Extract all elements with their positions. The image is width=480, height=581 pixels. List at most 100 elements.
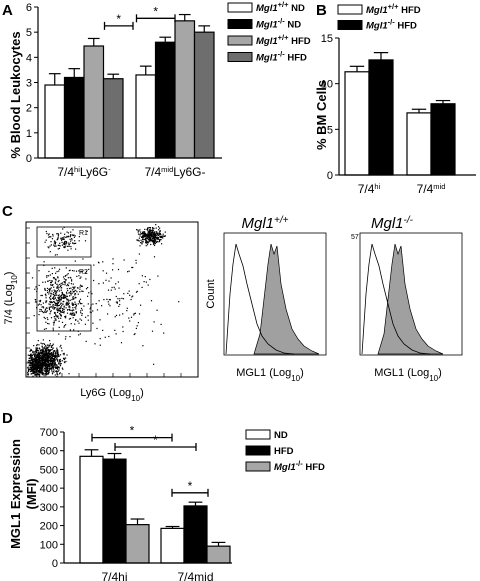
flow-event — [43, 360, 45, 362]
flow-event — [60, 306, 62, 308]
flow-event — [39, 370, 41, 372]
flow-event — [85, 316, 87, 318]
flow-event — [131, 266, 133, 269]
flow-event — [69, 306, 71, 308]
chart-d-bar — [206, 545, 231, 564]
flow-event — [34, 361, 36, 363]
flow-event — [58, 270, 60, 272]
flow-event — [39, 369, 41, 371]
flow-event — [38, 359, 40, 361]
chart-a-sig-star: * — [116, 12, 121, 26]
flow-event — [58, 268, 61, 270]
flow-event — [40, 371, 42, 373]
flow-event — [46, 371, 48, 373]
flow-event — [106, 298, 108, 300]
flow-event — [65, 336, 67, 338]
flow-event — [149, 241, 151, 243]
flow-event — [40, 342, 42, 344]
flow-event — [156, 237, 158, 239]
flow-event — [56, 358, 58, 360]
flow-event — [63, 296, 65, 298]
flow-event — [30, 356, 32, 358]
flow-event — [51, 301, 53, 303]
flow-event — [51, 267, 53, 269]
flow-event — [30, 355, 32, 357]
flow-event — [141, 275, 143, 277]
flow-event — [53, 324, 55, 326]
flow-event — [49, 297, 51, 299]
flow-event — [44, 343, 46, 345]
flow-event — [72, 304, 74, 306]
gate-r1 — [36, 226, 92, 258]
flow-event — [65, 279, 67, 281]
flow-event — [66, 354, 68, 356]
flow-event — [37, 363, 39, 365]
flow-event — [119, 298, 121, 300]
flow-event — [46, 232, 48, 235]
flow-event — [60, 315, 62, 317]
flow-event — [53, 371, 55, 373]
flow-event — [57, 237, 59, 239]
flow-event — [48, 350, 50, 352]
flow-event — [59, 358, 61, 361]
flow-event — [27, 367, 29, 369]
flow-event — [45, 359, 47, 361]
flow-event — [50, 287, 52, 289]
flow-event — [79, 318, 81, 320]
flow-event — [129, 320, 131, 322]
flow-event — [48, 247, 50, 249]
flow-event — [66, 312, 69, 314]
flow-event — [61, 311, 63, 313]
flow-event — [65, 275, 67, 277]
flow-event — [55, 303, 57, 305]
flow-event — [47, 362, 49, 364]
flow-event — [70, 292, 72, 295]
flow-event — [47, 291, 49, 294]
flow-event — [70, 234, 72, 236]
flow-event — [36, 375, 38, 377]
flow-event — [36, 374, 38, 376]
flow-event — [149, 236, 151, 238]
flow-event — [78, 300, 81, 302]
flow-event — [68, 308, 70, 310]
flow-event — [157, 226, 160, 228]
flow-event — [49, 274, 51, 276]
flow-event — [160, 239, 162, 241]
flow-event — [50, 302, 52, 304]
flow-event — [52, 343, 54, 345]
flow-event — [149, 230, 152, 232]
flow-event — [65, 297, 67, 299]
flow-event — [60, 284, 62, 287]
flow-event — [57, 298, 59, 300]
flow-event — [140, 242, 142, 244]
flow-event — [72, 312, 74, 314]
flow-event — [48, 323, 50, 325]
chart-a-ytick-label: 2 — [26, 103, 32, 115]
flow-event — [79, 302, 81, 304]
flow-event — [31, 367, 33, 369]
flow-event — [63, 325, 66, 327]
flow-event — [49, 279, 51, 282]
flow-event — [75, 270, 78, 272]
flow-event — [159, 236, 161, 239]
flow-event — [51, 284, 53, 286]
flow-event — [116, 301, 118, 303]
flow-event — [53, 360, 55, 362]
flow-event — [43, 365, 45, 367]
flow-event — [159, 227, 161, 229]
flow-event — [57, 305, 59, 307]
flow-event — [38, 314, 40, 316]
flow-event — [77, 293, 79, 295]
flow-event — [36, 349, 38, 351]
flow-event — [33, 371, 35, 373]
flow-event — [54, 282, 56, 284]
chart-d-ylabel-unit: (MFI) — [24, 478, 39, 509]
flow-event — [148, 239, 150, 241]
flow-event — [151, 239, 153, 241]
flow-event — [52, 368, 54, 370]
flow-event — [40, 369, 43, 371]
flow-event — [73, 290, 75, 292]
flow-event — [84, 240, 87, 242]
flow-event — [56, 291, 58, 293]
flow-event — [29, 360, 31, 362]
